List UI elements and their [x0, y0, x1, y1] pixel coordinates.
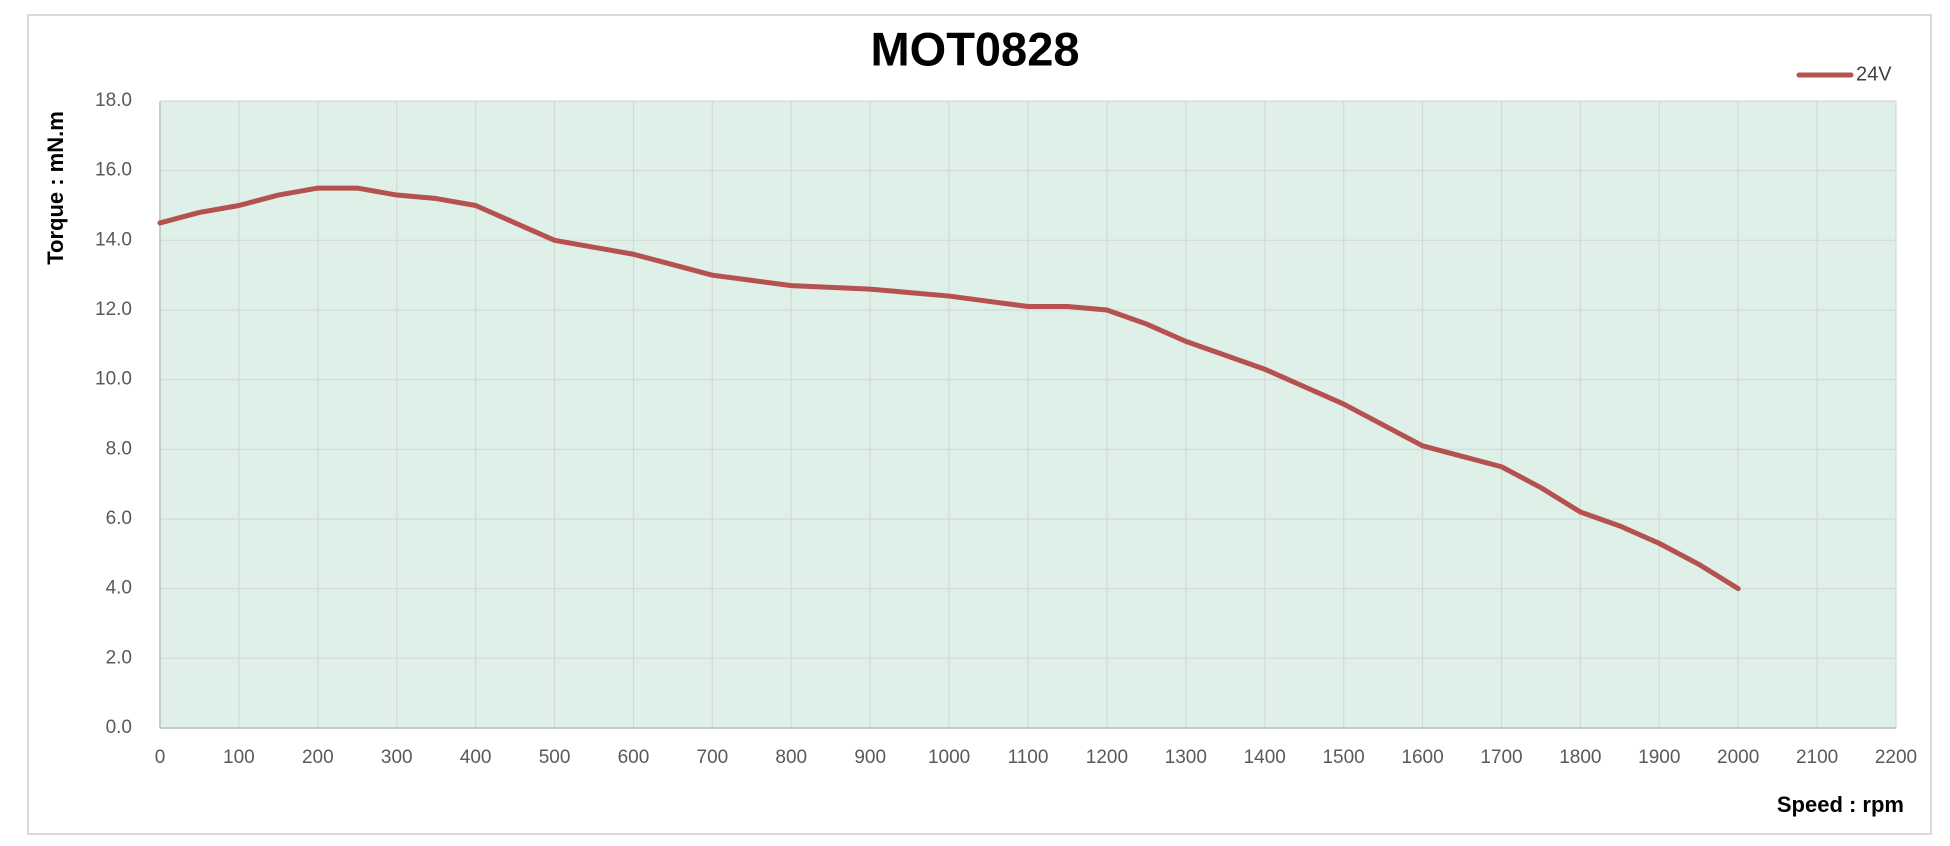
y-tick-label: 10.0: [95, 369, 132, 390]
x-tick-label: 200: [302, 747, 334, 768]
y-tick-label: 18.0: [95, 90, 132, 111]
y-axis-title: Torque : mN.m: [43, 111, 68, 265]
x-tick-label: 600: [618, 747, 650, 768]
x-tick-label: 1400: [1244, 747, 1286, 768]
y-tick-label: 0.0: [106, 717, 132, 738]
data-line: [157, 185, 1741, 592]
x-tick-label: 2100: [1796, 747, 1838, 768]
x-tick-label: 2200: [1875, 747, 1917, 768]
x-tick-label: 500: [539, 747, 571, 768]
legend-label: 24V: [1856, 63, 1892, 85]
x-tick-label: 1700: [1480, 747, 1522, 768]
y-tick-label: 14.0: [95, 229, 132, 250]
x-tick-label: 1800: [1559, 747, 1601, 768]
x-tick-label: 700: [697, 747, 729, 768]
x-tick-label: 900: [854, 747, 886, 768]
y-tick-label: 6.0: [106, 508, 132, 529]
x-tick-label: 1600: [1401, 747, 1443, 768]
x-tick-label: 1000: [928, 747, 970, 768]
x-tick-label: 1200: [1086, 747, 1128, 768]
y-tick-label: 2.0: [106, 647, 132, 668]
x-tick-label: 1500: [1322, 747, 1364, 768]
x-tick-label: 0: [155, 747, 166, 768]
x-tick-label: 800: [775, 747, 807, 768]
x-tick-label: 300: [381, 747, 413, 768]
x-tick-label: 1900: [1638, 747, 1680, 768]
x-tick-label: 2000: [1717, 747, 1759, 768]
y-tick-label: 12.0: [95, 299, 132, 320]
y-tick-label: 16.0: [95, 160, 132, 181]
chart-title: MOT0828: [871, 22, 1080, 75]
x-tick-label: 400: [460, 747, 492, 768]
x-tick-label: 1300: [1165, 747, 1207, 768]
y-tick-label: 4.0: [106, 578, 132, 599]
y-tick-label: 8.0: [106, 438, 132, 459]
x-axis-title: Speed : rpm: [1777, 792, 1904, 817]
x-tick-label: 1100: [1008, 747, 1049, 768]
x-tick-label: 100: [223, 747, 255, 768]
